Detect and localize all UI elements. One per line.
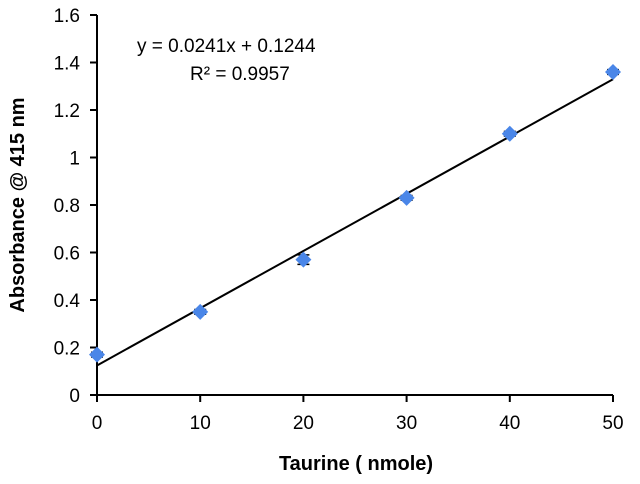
data-point (295, 251, 312, 268)
y-tick-label: 1.2 (54, 101, 80, 122)
points-layer (89, 64, 621, 363)
x-tick-label: 20 (293, 413, 314, 434)
x-axis-title: Taurine ( nmole) (279, 453, 433, 475)
data-point (192, 303, 209, 320)
data-point (501, 125, 518, 142)
axes-layer (96, 15, 613, 396)
ticks-layer: 0 0.2 0.4 0.6 0.8 1 1.2 1.4 1.6 0 10 20 30 40 50 (54, 6, 624, 434)
x-tick-label: 30 (396, 413, 417, 434)
r-squared-label: R² = 0.9957 (190, 64, 290, 85)
y-tick-label: 0.2 (54, 339, 80, 360)
x-tick-label: 40 (499, 413, 520, 434)
data-point (398, 189, 415, 206)
data-point (605, 64, 621, 80)
y-tick-label: 1.4 (54, 54, 81, 75)
x-tick-label: 0 (92, 413, 103, 434)
y-tick-label: 1 (69, 149, 80, 170)
trendline (96, 78, 614, 367)
y-tick-label: 0.4 (54, 291, 81, 312)
y-tick-label: 0.6 (54, 244, 80, 265)
trendline-layer (96, 78, 614, 367)
data-point (89, 346, 105, 363)
y-axis-title: Absorbance @ 415 nm (7, 97, 29, 312)
y-tick-label: 1.6 (54, 6, 80, 27)
y-tick-label: 0 (69, 386, 80, 407)
x-tick-label: 10 (190, 413, 211, 434)
y-tick-label: 0.8 (54, 196, 80, 217)
trendline-equation: y = 0.0241x + 0.1244 (137, 36, 316, 57)
x-tick-label: 50 (602, 413, 623, 434)
